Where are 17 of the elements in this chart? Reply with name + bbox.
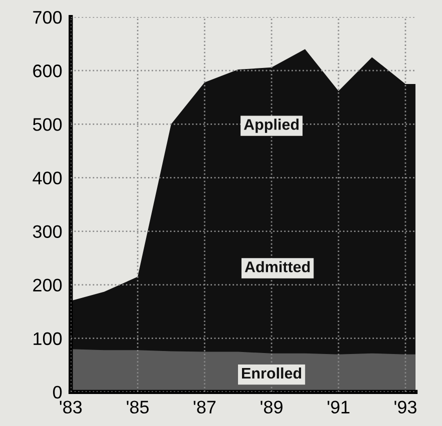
series-label: Enrolled [242, 367, 302, 379]
y-tick-label: 600 [33, 64, 62, 78]
x-tick-label: '83 [60, 400, 82, 414]
x-tick-label: '89 [260, 400, 282, 414]
y-tick-label: 700 [33, 10, 62, 24]
y-tick-label: 0 [53, 386, 62, 399]
series-label: Applied [244, 118, 299, 133]
y-tick-label: 200 [33, 278, 62, 292]
x-tick-label: '85 [126, 400, 149, 414]
y-tick-label: 100 [34, 332, 62, 346]
y-tick-label: 300 [32, 225, 62, 238]
x-tick-label: '87 [194, 400, 216, 414]
x-tick-label: '91 [328, 400, 350, 414]
annotation: Admitted [244, 261, 310, 272]
x-tick-label: '93 [394, 400, 416, 414]
y-tick-label: 500 [32, 118, 62, 131]
y-tick-label: 400 [32, 172, 62, 184]
